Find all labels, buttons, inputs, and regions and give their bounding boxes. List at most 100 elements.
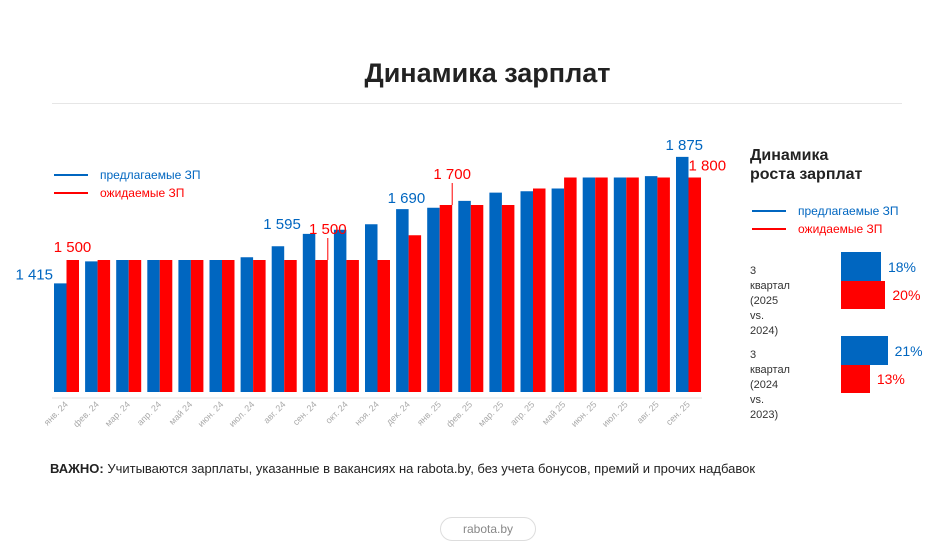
bar-offered xyxy=(582,177,596,392)
bar-expected xyxy=(66,260,79,392)
data-label: 1 700 xyxy=(433,166,471,183)
bar-expected xyxy=(190,260,204,392)
bar-expected xyxy=(315,260,328,392)
data-label: 1 500 xyxy=(309,221,347,238)
x-tick-label: мар. 24 xyxy=(103,399,132,428)
quarter-label-line: (2024 vs. 2023) xyxy=(750,379,779,421)
legend-expected: ожидаемые ЗП xyxy=(54,186,184,200)
legend-label: ожидаемые ЗП xyxy=(100,186,185,200)
growth-bar-offered xyxy=(841,252,881,281)
bar-offered xyxy=(209,260,222,392)
data-label: 1 500 xyxy=(54,239,92,256)
x-tick-label: ноя. 24 xyxy=(353,399,381,427)
side-title-line: роста зарплат xyxy=(750,166,863,183)
quarter-label-line: 3 квартал xyxy=(750,349,790,376)
bar-expected xyxy=(408,235,422,392)
quarter-label: 3 квартал (2025 vs. 2024) xyxy=(750,264,790,339)
bar-expected xyxy=(564,177,577,392)
bar-expected xyxy=(253,260,266,392)
bar-offered xyxy=(551,188,565,392)
growth-value-offered: 18% xyxy=(887,259,916,275)
quarter-label: 3 квартал (2024 vs. 2023) xyxy=(750,348,790,423)
bar-offered xyxy=(365,224,378,392)
growth-value-offered: 21% xyxy=(894,343,923,359)
important-note: ВАЖНО: Учитываются зарплаты, указанные в… xyxy=(50,461,755,476)
legend-swatch-offered xyxy=(752,210,786,212)
footer-brand[interactable]: rabota.by xyxy=(440,517,536,541)
x-tick-label: апр. 25 xyxy=(508,399,536,427)
data-label: 1 875 xyxy=(665,137,703,154)
bar-offered xyxy=(613,177,627,392)
x-tick-label: фев. 24 xyxy=(71,399,101,429)
side-legend-offered: предлагаемые ЗП xyxy=(752,204,898,218)
note-text: Учитываются зарплаты, указанные в ваканс… xyxy=(103,461,756,476)
legend-offered: предлагаемые ЗП xyxy=(54,168,200,182)
x-tick-label: окт. 24 xyxy=(324,399,350,425)
bar-offered xyxy=(116,260,129,392)
growth-bar-expected xyxy=(841,365,870,393)
bar-offered xyxy=(178,260,191,392)
legend-swatch-offered xyxy=(54,174,88,176)
bar-expected xyxy=(439,205,453,392)
bar-offered xyxy=(489,192,502,392)
data-label: 1 595 xyxy=(263,216,301,233)
side-legend-expected: ожидаемые ЗП xyxy=(752,222,882,236)
bar-expected xyxy=(377,260,390,392)
x-tick-label: июл. 24 xyxy=(227,399,257,429)
bar-offered xyxy=(333,229,347,392)
x-tick-label: сен. 24 xyxy=(291,399,319,427)
growth-value-expected: 20% xyxy=(892,287,921,303)
legend-swatch-expected xyxy=(54,192,88,194)
bar-offered xyxy=(271,246,285,392)
growth-value-expected: 13% xyxy=(876,371,905,387)
quarter-label-line: 3 квартал xyxy=(750,265,790,292)
bar-expected xyxy=(688,177,701,392)
bar-expected xyxy=(595,177,608,392)
bar-offered xyxy=(676,156,689,392)
bar-expected xyxy=(533,188,546,392)
divider xyxy=(52,103,902,104)
note-label: ВАЖНО: xyxy=(50,461,104,476)
bar-expected xyxy=(626,177,639,392)
x-tick-label: май 25 xyxy=(540,399,567,426)
page-title: Динамика зарплат xyxy=(364,58,611,88)
bar-offered xyxy=(302,233,316,392)
bar-offered xyxy=(458,200,471,392)
bar-offered xyxy=(396,209,409,392)
bar-offered xyxy=(644,176,658,392)
x-tick-label: май 24 xyxy=(167,399,194,426)
bar-offered xyxy=(54,283,67,392)
bar-expected xyxy=(501,205,515,392)
bar-expected xyxy=(128,260,142,392)
legend-label: предлагаемые ЗП xyxy=(100,168,201,182)
x-tick-label: янв. 25 xyxy=(415,399,443,427)
data-label: 1 690 xyxy=(388,190,426,207)
quarter-label-line: (2025 vs. 2024) xyxy=(750,295,779,337)
x-tick-label: июл. 25 xyxy=(600,399,630,429)
x-tick-label: авг. 25 xyxy=(635,399,661,425)
bar-expected xyxy=(159,260,173,392)
x-tick-label: сен. 25 xyxy=(664,399,692,427)
side-title-line: Динамика xyxy=(750,147,829,164)
bar-expected xyxy=(97,260,111,392)
bar-expected xyxy=(346,260,359,392)
x-tick-label: апр. 24 xyxy=(135,399,163,427)
side-title: Динамика роста зарплат xyxy=(750,146,862,184)
bar-expected xyxy=(284,260,297,392)
bar-expected xyxy=(222,260,235,392)
x-tick-label: июн. 24 xyxy=(196,399,226,429)
x-tick-label: авг. 24 xyxy=(261,399,287,425)
legend-swatch-expected xyxy=(752,228,786,230)
x-tick-label: июн. 25 xyxy=(569,399,599,429)
bar-offered xyxy=(240,257,254,392)
bar-offered xyxy=(520,191,533,392)
x-tick-label: фев. 25 xyxy=(444,399,474,429)
legend-label: предлагаемые ЗП xyxy=(798,204,899,218)
x-tick-label: мар. 25 xyxy=(476,399,505,428)
bar-offered xyxy=(85,261,98,392)
x-tick-label: янв. 24 xyxy=(42,399,70,427)
bar-offered xyxy=(147,260,160,392)
bar-expected xyxy=(657,177,670,392)
